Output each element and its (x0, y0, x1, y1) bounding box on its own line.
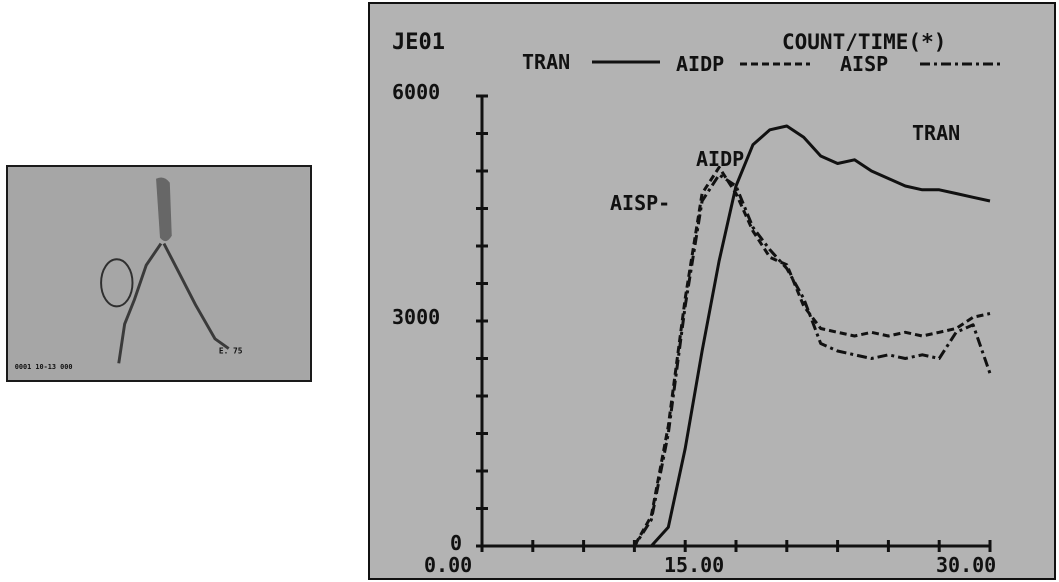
y-tick-label-0: 0 (450, 531, 462, 555)
chart-panel: JE01 COUNT/TIME(*) TRAN AIDP AISP 0 3000… (368, 2, 1056, 580)
annotation-tran: TRAN (912, 121, 960, 145)
chart-title: JE01 (392, 30, 445, 55)
series-line-aidp (482, 165, 991, 548)
scan-image: 0001 10-13 000 E. 75 (8, 167, 310, 380)
series-layer (482, 124, 992, 548)
y-tick-label-6000: 6000 (392, 80, 440, 104)
scan-image-panel: 0001 10-13 000 E. 75 (6, 165, 312, 382)
vessel-right (162, 242, 230, 350)
heart-outline (100, 258, 134, 308)
legend-label-tran: TRAN (522, 50, 570, 74)
x-tick-label-0: 0.00 (424, 553, 472, 577)
x-tick-label-15: 15.00 (664, 553, 724, 577)
legend-label-aidp: AIDP (676, 52, 724, 76)
chart-subtitle: COUNT/TIME(*) (782, 30, 946, 54)
scan-footer-label: 0001 10-13 000 (15, 363, 73, 371)
annotation-aisp: AISP- (610, 191, 670, 215)
legend-label-aisp: AISP (840, 52, 888, 76)
tracer-blob (156, 177, 172, 242)
y-tick-label-3000: 3000 (392, 305, 440, 329)
series-line-aisp (482, 173, 992, 548)
annotation-aidp: AIDP (696, 147, 744, 171)
line-chart: JE01 COUNT/TIME(*) TRAN AIDP AISP 0 3000… (392, 30, 1000, 577)
x-tick-label-30: 30.00 (936, 553, 996, 577)
scan-marker-label: E. 75 (219, 346, 243, 355)
vessel-left (117, 242, 163, 364)
